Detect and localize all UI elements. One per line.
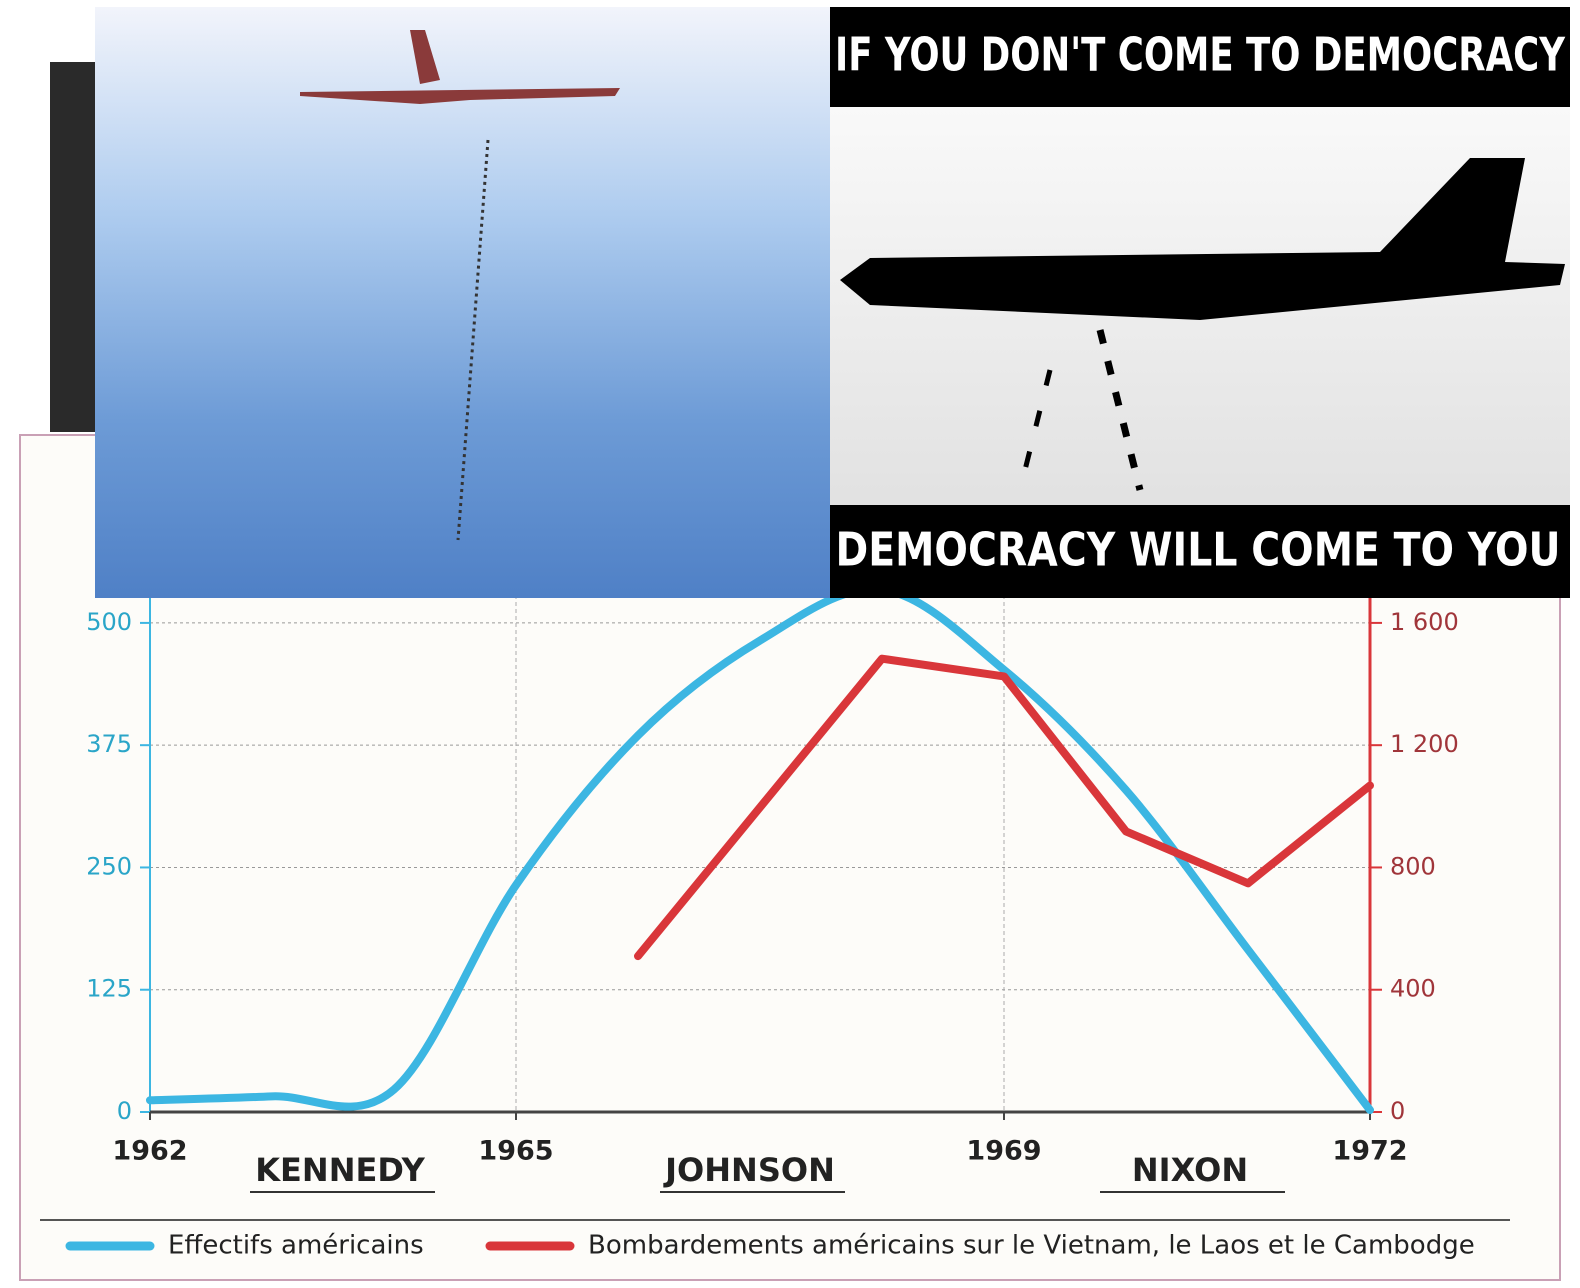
president-label: JOHNSON (663, 1151, 835, 1189)
president-label: NIXON (1132, 1151, 1248, 1189)
y2-tick-label: 0 (1390, 1097, 1405, 1125)
legend-label: Bombardements américains sur le Vietnam,… (588, 1231, 1475, 1261)
x-tick-label: 1972 (1332, 1136, 1407, 1167)
meme: IF YOU DON'T COME TO DEMOCRACY DEMOCRACY… (830, 7, 1570, 598)
y2-tick-label: 1 600 (1390, 608, 1459, 636)
dark-strip (50, 62, 98, 432)
y-tick-label: 250 (86, 852, 132, 880)
x-tick-label: 1965 (478, 1136, 553, 1167)
meme-bottom-text: DEMOCRACY WILL COME TO YOU (836, 523, 1561, 577)
collage: 0 125 250 375 500 0 400 800 1 200 1 600 1962 1965 19… (0, 0, 1580, 1284)
y-tick-label: 0 (117, 1097, 132, 1125)
legend-label: Effectifs américains (168, 1231, 424, 1261)
y-tick-label: 500 (86, 608, 132, 636)
meme-top-text: IF YOU DON'T COME TO DEMOCRACY (835, 28, 1566, 82)
x-tick-label: 1962 (112, 1136, 187, 1167)
y-tick-label: 125 (86, 975, 132, 1003)
sky-photo (95, 7, 830, 598)
y-tick-label: 375 (86, 730, 132, 758)
x-tick-label: 1969 (966, 1136, 1041, 1167)
y2-tick-label: 1 200 (1390, 730, 1459, 758)
president-label: KENNEDY (255, 1151, 425, 1189)
y2-tick-label: 800 (1390, 852, 1436, 880)
y2-tick-label: 400 (1390, 975, 1436, 1003)
